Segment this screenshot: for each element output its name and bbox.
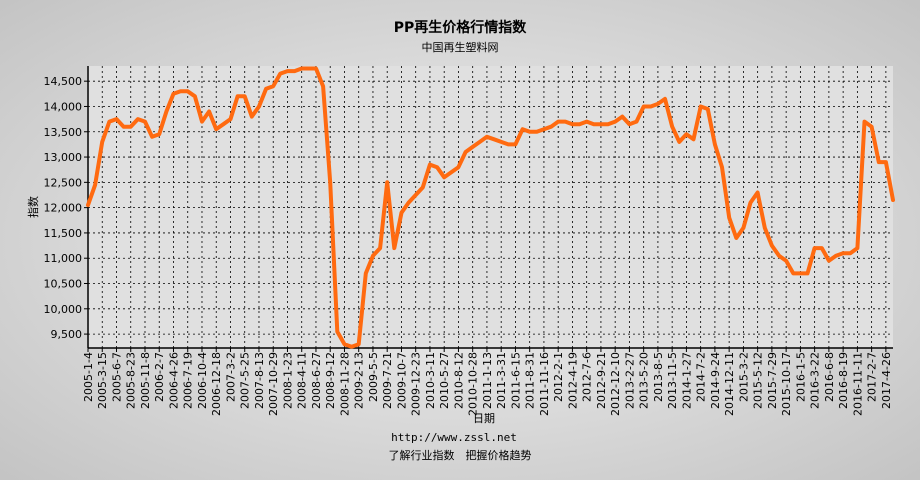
- x-tick-label: 2007-5-25: [239, 352, 252, 409]
- x-tick-label: 2009-10-7: [395, 352, 408, 409]
- x-tick-label: 2005-8-23: [125, 352, 138, 409]
- y-axis-label: 指数: [26, 196, 40, 218]
- x-tick-label: 2007-10-29: [267, 352, 280, 416]
- x-tick-label: 2014-12-11: [723, 352, 736, 416]
- x-tick-label: 2015-7-29: [766, 352, 779, 409]
- x-tick-label: 2006-10-4: [196, 352, 209, 409]
- x-tick-label: 2008-1-23: [281, 352, 294, 409]
- x-tick-label: 2011-3-31: [495, 352, 508, 409]
- x-tick-label: 2009-12-23: [410, 352, 423, 416]
- data-line: [86, 66, 895, 349]
- x-tick-label: 2015-5-12: [752, 352, 765, 409]
- x-tick-label: 2010-3-11: [424, 352, 437, 409]
- x-tick-label: 2008-9-12: [324, 352, 337, 409]
- x-tick-label: 2011-1-13: [481, 352, 494, 409]
- y-tick-label: 13,000: [44, 151, 83, 164]
- x-tick-label: 2014-9-24: [709, 352, 722, 409]
- x-tick-label: 2016-11-11: [851, 352, 864, 416]
- x-tick-label: 2010-10-28: [467, 352, 480, 416]
- x-tick-label: 2006-4-26: [167, 352, 180, 409]
- y-tick-label: 11,000: [44, 252, 83, 265]
- x-tick-label: 2012-9-21: [595, 352, 608, 409]
- y-tick-label: 9,500: [51, 328, 83, 341]
- x-tick-label: 2008-6-27: [310, 352, 323, 409]
- x-tick-label: 2006-12-18: [210, 352, 223, 416]
- y-tick-label: 12,000: [44, 202, 83, 215]
- x-tick-label: 2013-2-27: [623, 352, 636, 409]
- y-tick-label: 10,500: [44, 278, 83, 291]
- x-tick-label: 2008-4-11: [296, 352, 309, 409]
- x-tick-label: 2015-10-17: [780, 352, 793, 416]
- x-tick-label: 2008-11-28: [338, 352, 351, 416]
- x-tick-label: 2011-11-16: [538, 352, 551, 416]
- x-tick-label: 2014-1-27: [680, 352, 693, 409]
- x-tick-label: 2010-8-12: [452, 352, 465, 409]
- x-tick-label: 2016-1-5: [794, 352, 807, 402]
- x-tick-label: 2013-11-5: [666, 352, 679, 409]
- x-tick-label: 2005-1-4: [82, 352, 95, 402]
- x-tick-label: 2009-2-13: [353, 352, 366, 409]
- x-tick-label: 2013-8-5: [652, 352, 665, 402]
- x-tick-label: 2005-11-8: [139, 352, 152, 409]
- chart-title: PP再生价格行情指数: [394, 19, 528, 36]
- x-tick-label: 2006-7-19: [182, 352, 195, 409]
- x-tick-label: 2012-4-19: [566, 352, 579, 409]
- x-tick-label: 2006-2-7: [153, 352, 166, 402]
- x-tick-label: 2010-5-27: [438, 352, 451, 409]
- x-tick-label: 2015-3-2: [737, 352, 750, 402]
- x-tick-label: 2005-6-7: [110, 352, 123, 402]
- x-tick-label: 2005-3-15: [96, 352, 109, 409]
- x-tick-label: 2014-7-2: [695, 352, 708, 402]
- x-tick-label: 2016-3-22: [809, 352, 822, 409]
- y-tick-label: 10,000: [44, 303, 83, 316]
- x-tick-label: 2007-8-13: [253, 352, 266, 409]
- x-tick-label: 2012-2-1: [552, 352, 565, 402]
- footer-url: http://www.zssl.net: [391, 431, 517, 444]
- x-tick-label: 2012-12-10: [609, 352, 622, 416]
- y-tick-label: 14,500: [44, 75, 83, 88]
- x-tick-label: 2013-5-20: [638, 352, 651, 409]
- x-tick-label: 2007-3-2: [224, 352, 237, 402]
- y-tick-label: 11,500: [44, 227, 83, 240]
- x-tick-label: 2017-4-26: [880, 352, 893, 409]
- x-tick-label: 2016-6-8: [823, 352, 836, 402]
- x-tick-label: 2009-7-21: [381, 352, 394, 409]
- x-tick-label: 2009-5-5: [367, 352, 380, 402]
- chart-subtitle: 中国再生塑料网: [422, 40, 499, 54]
- x-tick-label: 2016-8-19: [837, 352, 850, 409]
- y-tick-label: 13,500: [44, 126, 83, 139]
- x-tick-label: 2012-7-6: [581, 352, 594, 402]
- y-tick-label: 12,500: [44, 176, 83, 189]
- x-tick-label: 2011-8-31: [524, 352, 537, 409]
- footer-slogan: 了解行业指数 把握价格趋势: [389, 448, 532, 462]
- x-tick-label: 2017-2-7: [866, 352, 879, 402]
- x-axis-label: 日期: [473, 412, 495, 425]
- x-tick-label: 2011-6-15: [509, 352, 522, 409]
- y-tick-label: 14,000: [44, 100, 83, 113]
